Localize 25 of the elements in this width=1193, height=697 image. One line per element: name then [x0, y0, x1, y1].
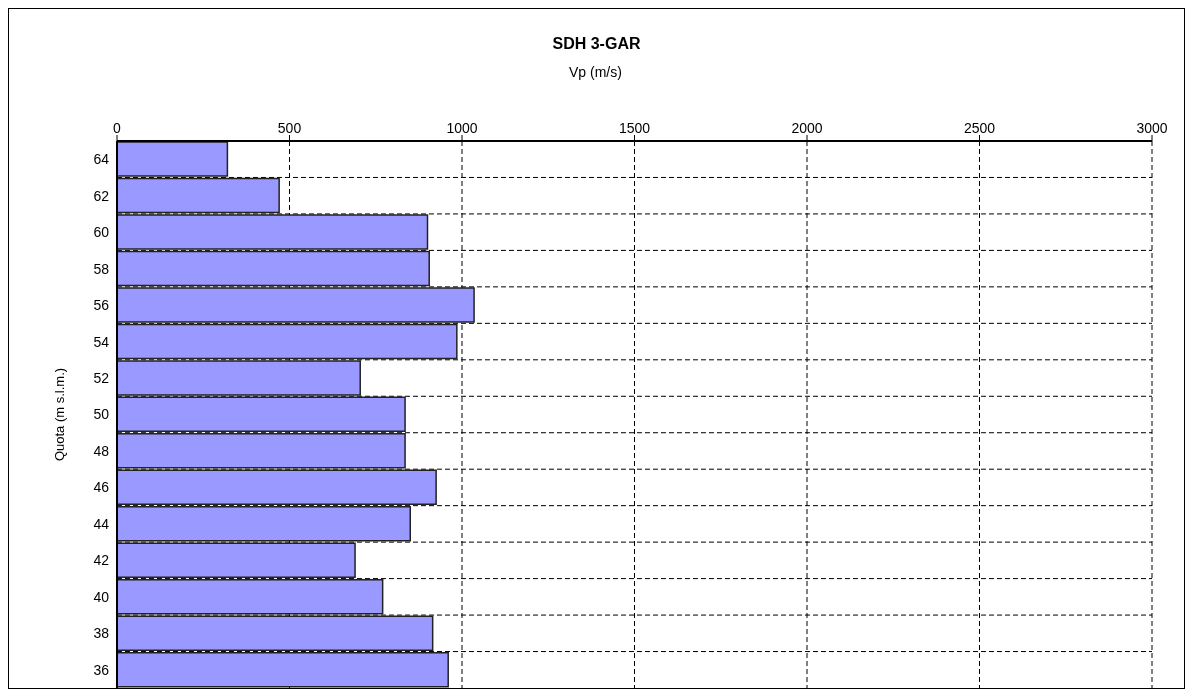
y-tick-label: 42: [93, 552, 110, 569]
y-tick-label: 36: [93, 661, 110, 678]
x-tick-label: 2000: [791, 120, 823, 136]
y-tick-label: 58: [93, 260, 110, 277]
y-tick-label: 64: [93, 151, 110, 168]
x-axis-title: Vp (m/s): [569, 64, 622, 80]
y-tick-label: 40: [93, 588, 110, 605]
x-tick-label: 3000: [1136, 120, 1168, 136]
y-axis-title: Quota (m s.l.m.): [51, 367, 67, 462]
y-tick-label: 48: [93, 442, 110, 459]
y-tick-label: 50: [93, 406, 110, 423]
x-tick-label: 1500: [618, 120, 651, 136]
x-tick-label: 1000: [446, 120, 478, 136]
x-tick-label: 500: [277, 120, 302, 136]
y-tick-label: 54: [93, 333, 110, 350]
y-tick-label: 38: [93, 625, 110, 642]
y-tick-label: 62: [93, 187, 110, 204]
y-tick-label: 44: [93, 515, 110, 532]
y-tick-label: 56: [93, 297, 110, 314]
chart-title: SDH 3-GAR: [551, 35, 642, 53]
y-tick-label: 60: [93, 224, 110, 241]
x-tick-label: 2500: [963, 120, 996, 136]
y-tick-label: 52: [93, 370, 110, 386]
y-tick-label: 46: [93, 479, 110, 496]
x-tick-label: 0: [113, 120, 122, 136]
